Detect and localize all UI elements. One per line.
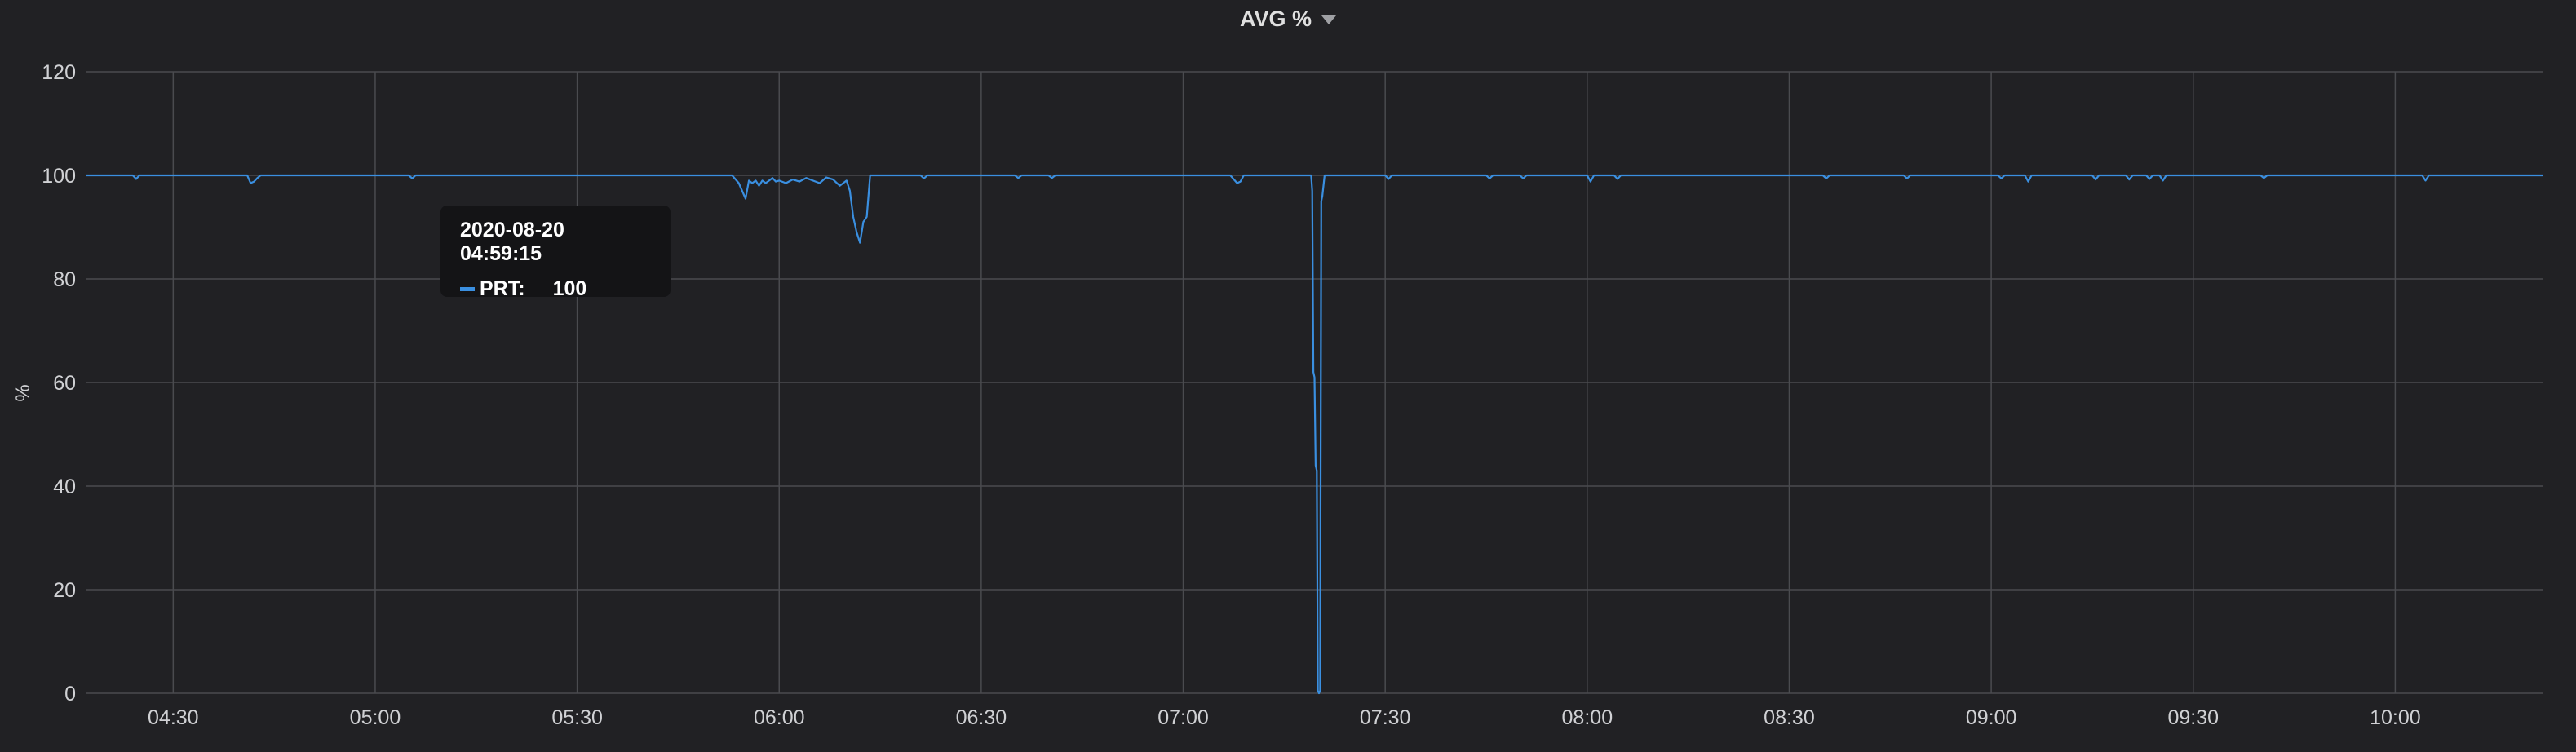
y-tick-label: 100	[42, 165, 76, 188]
y-axis-label: %	[12, 384, 34, 401]
y-tick-label: 40	[53, 476, 76, 498]
x-tick-label: 06:30	[956, 706, 1007, 729]
y-tick-label: 20	[53, 579, 76, 602]
y-tick-label: 60	[53, 372, 76, 395]
hover-tooltip: 2020-08-20 04:59:15 PRT: 100	[440, 206, 671, 300]
tooltip-series-name: PRT:	[480, 277, 525, 300]
x-tick-label: 06:00	[754, 706, 805, 729]
y-axis-ticks: 0 20 40 60 80 100 120	[42, 61, 76, 706]
x-tick-label: 05:30	[551, 706, 603, 729]
panel-title-text: AVG %	[1239, 7, 1312, 31]
x-tick-label: 08:00	[1562, 706, 1613, 729]
panel-title[interactable]: AVG %	[0, 7, 2576, 32]
series-color-swatch	[460, 287, 475, 291]
tooltip-row: PRT: 100	[460, 277, 651, 301]
x-tick-label: 07:30	[1360, 706, 1411, 729]
tooltip-series-value: 100	[552, 277, 587, 300]
series-layer	[86, 174, 2543, 695]
x-tick-label: 08:30	[1764, 706, 1815, 729]
series-line-prt	[86, 174, 2543, 695]
chevron-down-icon[interactable]	[1321, 15, 1336, 25]
x-axis-ticks: 04:30 05:00 05:30 06:00 06:30 07:00 07:30 08:00…	[148, 706, 2421, 729]
x-tick-label: 09:00	[1966, 706, 2017, 729]
x-tick-label: 09:30	[2167, 706, 2219, 729]
x-tick-label: 07:00	[1157, 706, 1209, 729]
x-tick-label: 10:00	[2370, 706, 2421, 729]
y-tick-label: 120	[42, 61, 76, 84]
y-tick-label: 0	[64, 683, 76, 706]
x-tick-label: 04:30	[148, 706, 199, 729]
y-tick-label: 80	[53, 268, 76, 291]
tooltip-time: 2020-08-20 04:59:15	[460, 219, 564, 265]
x-tick-label: 05:00	[350, 706, 401, 729]
